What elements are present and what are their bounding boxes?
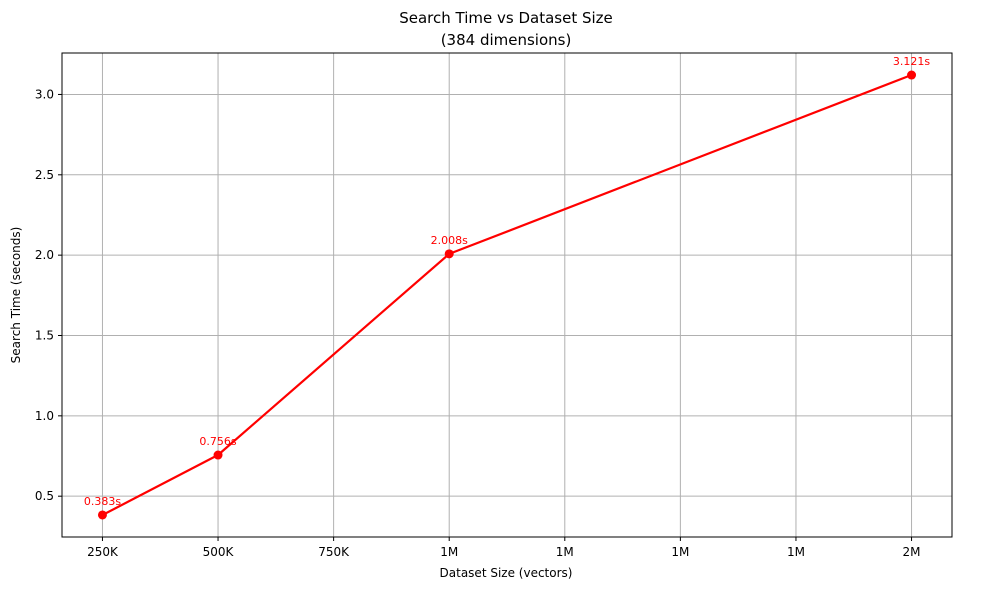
chart-subtitle: (384 dimensions) [441,31,572,49]
y-tick-label: 0.5 [35,489,54,503]
x-tick-label: 500K [203,545,235,559]
y-tick-label: 3.0 [35,87,54,101]
x-tick-label: 2M [903,545,921,559]
data-point [444,249,454,259]
x-tick-label: 750K [318,545,350,559]
data-label: 2.008s [431,234,468,247]
data-label: 3.121s [893,55,930,68]
x-axis-label: Dataset Size (vectors) [440,566,573,580]
data-point [213,450,223,460]
x-tick-label: 1M [787,545,805,559]
y-axis: 0.5 1.0 1.5 2.0 2.5 3.0 [35,87,62,503]
y-tick-label: 1.5 [35,328,54,342]
y-tick-label: 1.0 [35,409,54,423]
data-point [907,70,917,80]
y-axis-label: Search Time (seconds) [9,227,23,364]
y-tick-label: 2.5 [35,168,54,182]
x-tick-label: 250K [87,545,119,559]
series-search-time: 0.383s 0.756s 2.008s 3.121s [84,55,930,520]
data-label: 0.756s [199,435,236,448]
chart-title: Search Time vs Dataset Size [399,9,613,27]
y-tick-label: 2.0 [35,248,54,262]
grid-lines [62,53,952,537]
x-axis: 250K 500K 750K 1M 1M 1M 1M 2M [87,537,921,559]
x-tick-label: 1M [671,545,689,559]
series-line [101,73,912,516]
plot-area-frame [61,52,953,538]
x-tick-label: 1M [556,545,574,559]
x-tick-label: 1M [440,545,458,559]
data-point [97,510,107,520]
data-label: 0.383s [84,495,121,508]
